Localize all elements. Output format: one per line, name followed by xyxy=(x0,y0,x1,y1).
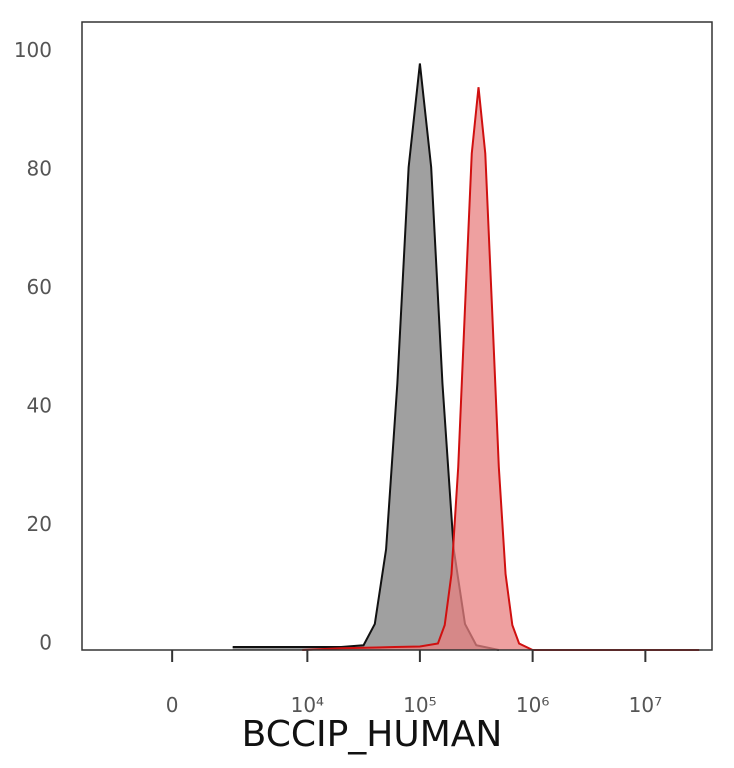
x-tick-label: 0 xyxy=(166,693,179,717)
y-tick-label: 0 xyxy=(39,631,52,655)
y-tick-label: 60 xyxy=(27,275,52,299)
y-tick-label: 40 xyxy=(27,394,52,418)
x-tick-label: 10⁴ xyxy=(291,693,324,717)
y-tick-label: 20 xyxy=(27,512,52,536)
x-axis-label: BCCIP_HUMAN xyxy=(242,714,503,755)
x-tick-label: 10⁵ xyxy=(403,693,436,717)
x-tick-label: 10⁷ xyxy=(629,693,662,717)
y-tick-label: 100 xyxy=(14,38,52,62)
histogram-area xyxy=(232,63,499,651)
y-tick-label: 80 xyxy=(27,157,52,181)
x-tick-label: 10⁶ xyxy=(516,693,549,717)
histogram-area xyxy=(302,87,700,651)
plot-frame xyxy=(81,21,713,651)
histogram-line xyxy=(302,87,700,651)
